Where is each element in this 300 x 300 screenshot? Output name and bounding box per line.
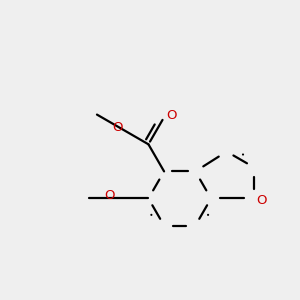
Text: O: O bbox=[112, 121, 123, 134]
Text: O: O bbox=[167, 109, 177, 122]
Text: O: O bbox=[256, 194, 267, 207]
Text: O: O bbox=[104, 190, 115, 202]
